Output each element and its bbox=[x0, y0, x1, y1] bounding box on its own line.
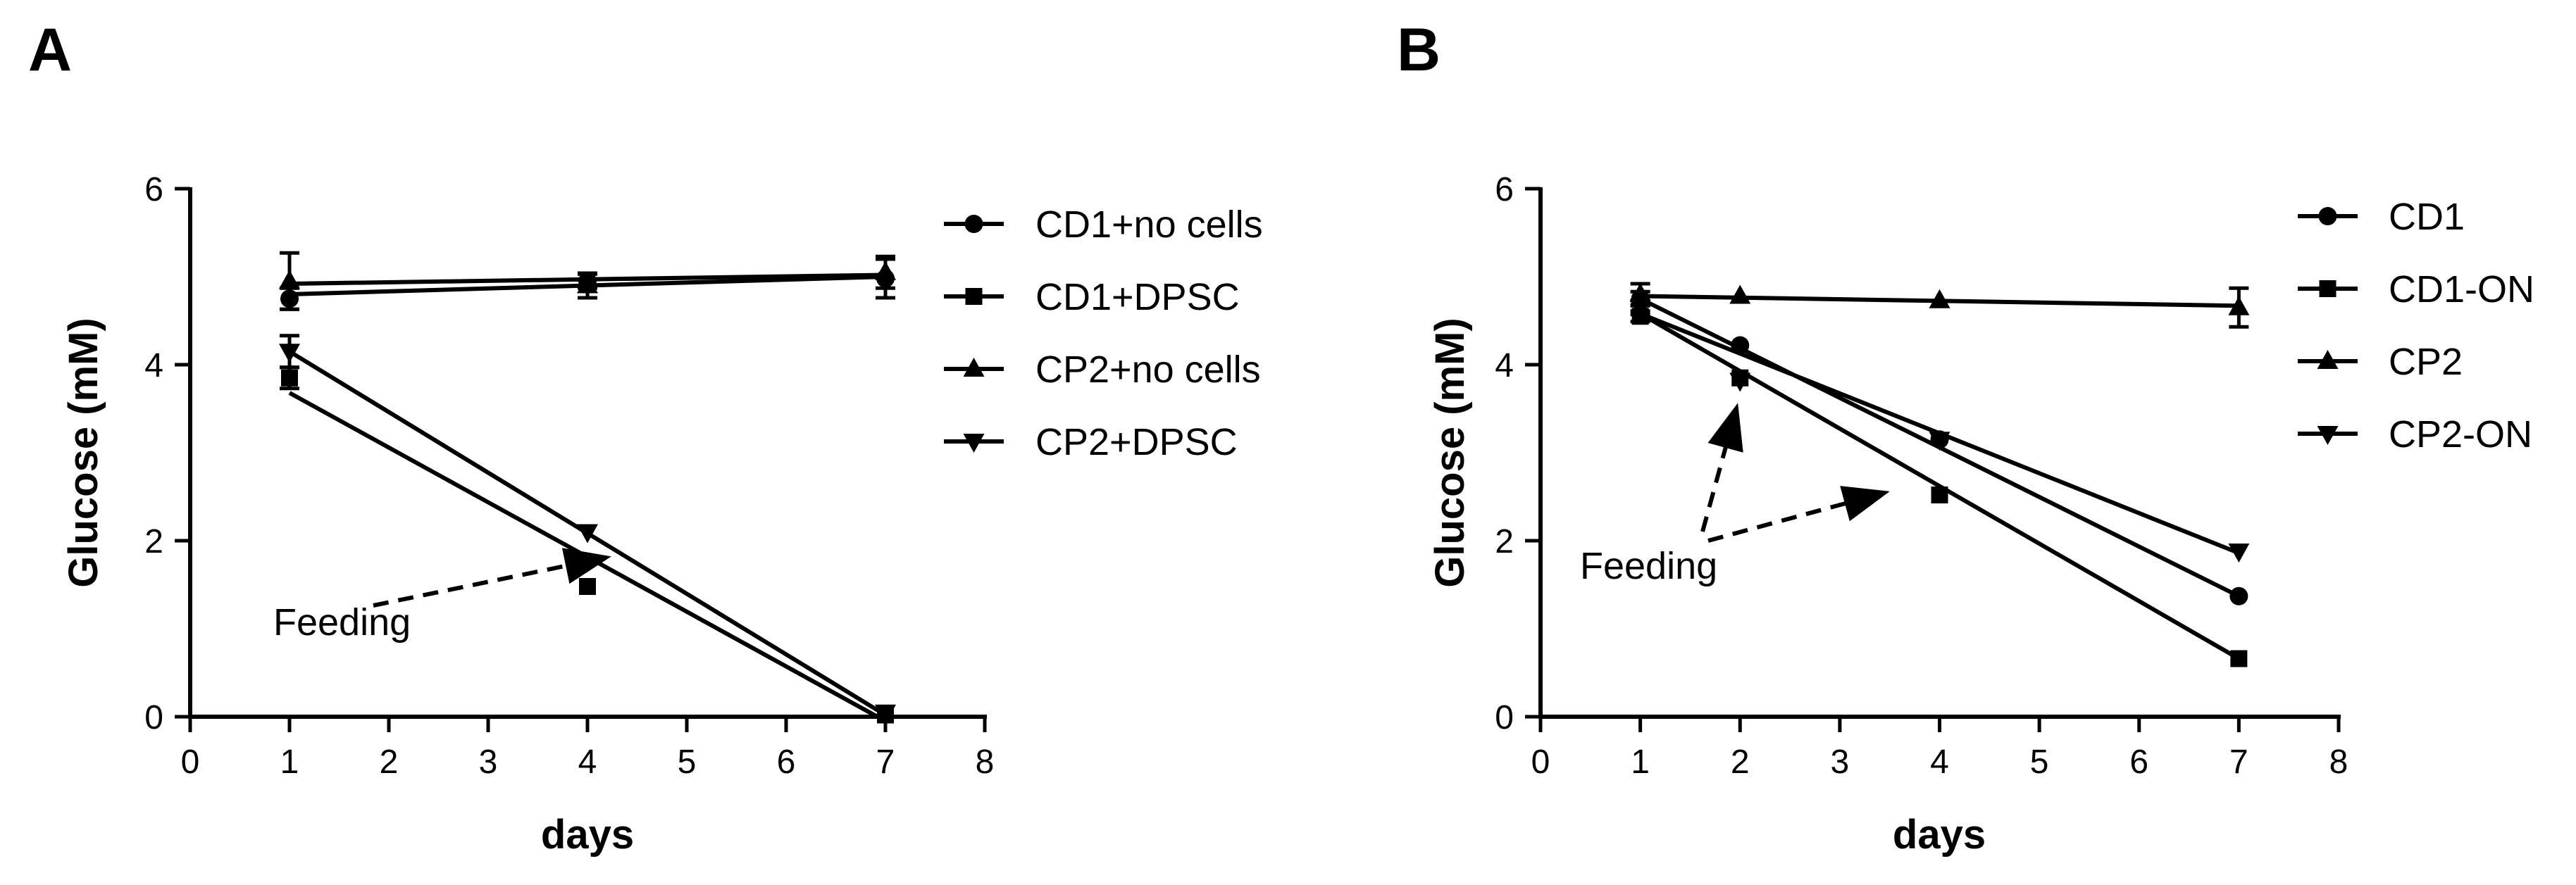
panel-a-series-cp2-no-cells-point bbox=[279, 270, 300, 289]
panel-a-legend-marker bbox=[964, 215, 983, 233]
panel-b-x-tick-label: 4 bbox=[1930, 743, 1949, 781]
panel-b-series-cp2-on-point bbox=[1929, 432, 1950, 451]
panel-b-series-cp2-on-point bbox=[1729, 372, 1751, 392]
panel-a-feeding-arrow-1-head bbox=[561, 548, 611, 584]
panel-a-series-cd1-dpsc-point bbox=[281, 369, 298, 387]
panel-a-legend-marker bbox=[963, 434, 985, 453]
panel-b-series-cd1-point bbox=[2229, 586, 2248, 605]
panel-a-x-tick-label: 8 bbox=[976, 743, 995, 781]
panel-b-x-tick-label: 2 bbox=[1731, 743, 1750, 781]
panel-b-series-cd1-on-point bbox=[2230, 650, 2248, 667]
panel-b-legend-label: CP2 bbox=[2389, 341, 2463, 383]
panel-a-x-tick-label: 0 bbox=[181, 743, 200, 781]
panel-b-x-tick-label: 8 bbox=[2329, 743, 2348, 781]
panel-a-legend-label: CP2+DPSC bbox=[1035, 421, 1238, 463]
panel-b-feeding-arrow-2-shaft bbox=[1707, 491, 1885, 543]
panel-b-x-tick-label: 7 bbox=[2229, 743, 2248, 781]
panel-a-series-cd1-dpsc-point bbox=[579, 578, 596, 595]
panel-a-annotation-feeding: Feeding bbox=[273, 601, 411, 644]
panel-b-series-cp2-on bbox=[1629, 299, 2250, 563]
panel-a-letter: A bbox=[28, 16, 72, 84]
panel-b-series-cp2 bbox=[1629, 282, 2250, 329]
panel-a-series-cp2-no-cells-point bbox=[577, 274, 598, 294]
panel-b-series-cp2-on-point bbox=[2228, 544, 2250, 563]
panel-b-y-tick-label: 0 bbox=[1495, 699, 1514, 736]
panel-b-series-cd1-on bbox=[1630, 308, 2248, 667]
panel-a-legend-marker bbox=[963, 358, 985, 377]
panel-b-y-tick-label: 4 bbox=[1495, 347, 1514, 384]
panel-b-legend-label: CP2-ON bbox=[2389, 413, 2532, 456]
panel-a-x-axis-title: days bbox=[541, 812, 634, 858]
panel-b-y-axis-title: Glucose (mM) bbox=[1427, 318, 1473, 588]
panel-b-legend-label: CD1 bbox=[2389, 196, 2465, 238]
panel-b-chart: B 0 1 2 3 4 5 6 7 8 0 2 4 6 days Glucose (mM) CD1 CD1-ON C… bbox=[1397, 16, 2534, 858]
panel-b-x-tick-label: 0 bbox=[1531, 743, 1550, 781]
panel-b-x-tick-label: 1 bbox=[1631, 743, 1650, 781]
panel-b-x-tick-label: 5 bbox=[2030, 743, 2049, 781]
panel-a-x-tick-label: 6 bbox=[777, 743, 796, 781]
panel-a-x-tick-label: 3 bbox=[479, 743, 498, 781]
panel-a-y-axis-title: Glucose (mM) bbox=[61, 318, 106, 588]
panel-a-x-tick-label: 2 bbox=[380, 743, 399, 781]
panel-b-series-cp2-point bbox=[1929, 289, 1950, 308]
panel-a-y-tick-label: 2 bbox=[144, 523, 163, 560]
panel-b-feeding-arrow-2-head bbox=[1840, 486, 1890, 522]
panel-b-legend-marker bbox=[2319, 280, 2337, 297]
panel-b-legend-marker bbox=[2318, 207, 2337, 225]
panel-a-series-cp2-dpsc-point bbox=[875, 704, 896, 724]
panel-a-legend-label: CP2+no cells bbox=[1035, 349, 1261, 391]
panel-a-series-cp2-dpsc-point bbox=[577, 524, 598, 544]
panel-a-x-tick-label: 1 bbox=[280, 743, 299, 781]
panel-b-series-cp2-point bbox=[2228, 296, 2250, 315]
panel-b-series-cp2-on-point bbox=[1629, 299, 1651, 319]
panel-a-legend-label: CD1+DPSC bbox=[1035, 276, 1240, 318]
panel-a-chart: A 0 1 2 3 4 5 6 7 8 0 2 4 6 days Glucose (mM) CD1+no cel… bbox=[28, 16, 1263, 858]
panel-a-x-tick-label: 4 bbox=[578, 743, 597, 781]
panel-b-y-tick-label: 6 bbox=[1495, 171, 1514, 208]
panel-a-y-tick-label: 0 bbox=[144, 699, 163, 736]
panel-a-series-cp2-dpsc bbox=[279, 334, 896, 724]
panel-b-series-cd1-on-point bbox=[1931, 487, 1948, 503]
panel-a-y-tick-label: 6 bbox=[144, 171, 163, 208]
panel-b-series-cp2-point bbox=[1729, 284, 1751, 304]
panel-b-letter: B bbox=[1397, 16, 1441, 84]
panel-b-series-cd1-on-trend-line bbox=[1639, 311, 2240, 661]
panel-b-legend-marker bbox=[2317, 350, 2339, 369]
panel-a-x-tick-label: 7 bbox=[876, 743, 895, 781]
panel-b-legend-marker bbox=[2317, 426, 2339, 445]
panel-b-feeding-arrow-1-head bbox=[1707, 403, 1743, 453]
panel-a-series-cd1-dpsc bbox=[280, 365, 894, 724]
panel-b-y-tick-label: 2 bbox=[1495, 523, 1514, 560]
panel-a-legend-label: CD1+no cells bbox=[1035, 203, 1263, 246]
panel-b-x-tick-label: 6 bbox=[2129, 743, 2148, 781]
panel-a-series-cp2-dpsc-point bbox=[279, 344, 300, 363]
panel-a-y-tick-label: 4 bbox=[144, 347, 163, 384]
panel-b-series-cp2-point bbox=[1629, 283, 1651, 302]
panel-a-legend-marker bbox=[965, 288, 983, 305]
panel-b-x-axis-title: days bbox=[1893, 812, 1986, 858]
panel-a-series-cp2-no-cells-point bbox=[875, 261, 896, 280]
panel-b-legend-label: CD1-ON bbox=[2389, 268, 2534, 310]
panel-a-feeding-arrow-1-shaft bbox=[373, 556, 606, 608]
panel-a-series-cp2-no-cells bbox=[279, 251, 896, 311]
panel-a-x-tick-label: 5 bbox=[678, 743, 697, 781]
panel-b-annotation-feeding: Feeding bbox=[1580, 545, 1717, 587]
panel-b-x-tick-label: 3 bbox=[1831, 743, 1850, 781]
